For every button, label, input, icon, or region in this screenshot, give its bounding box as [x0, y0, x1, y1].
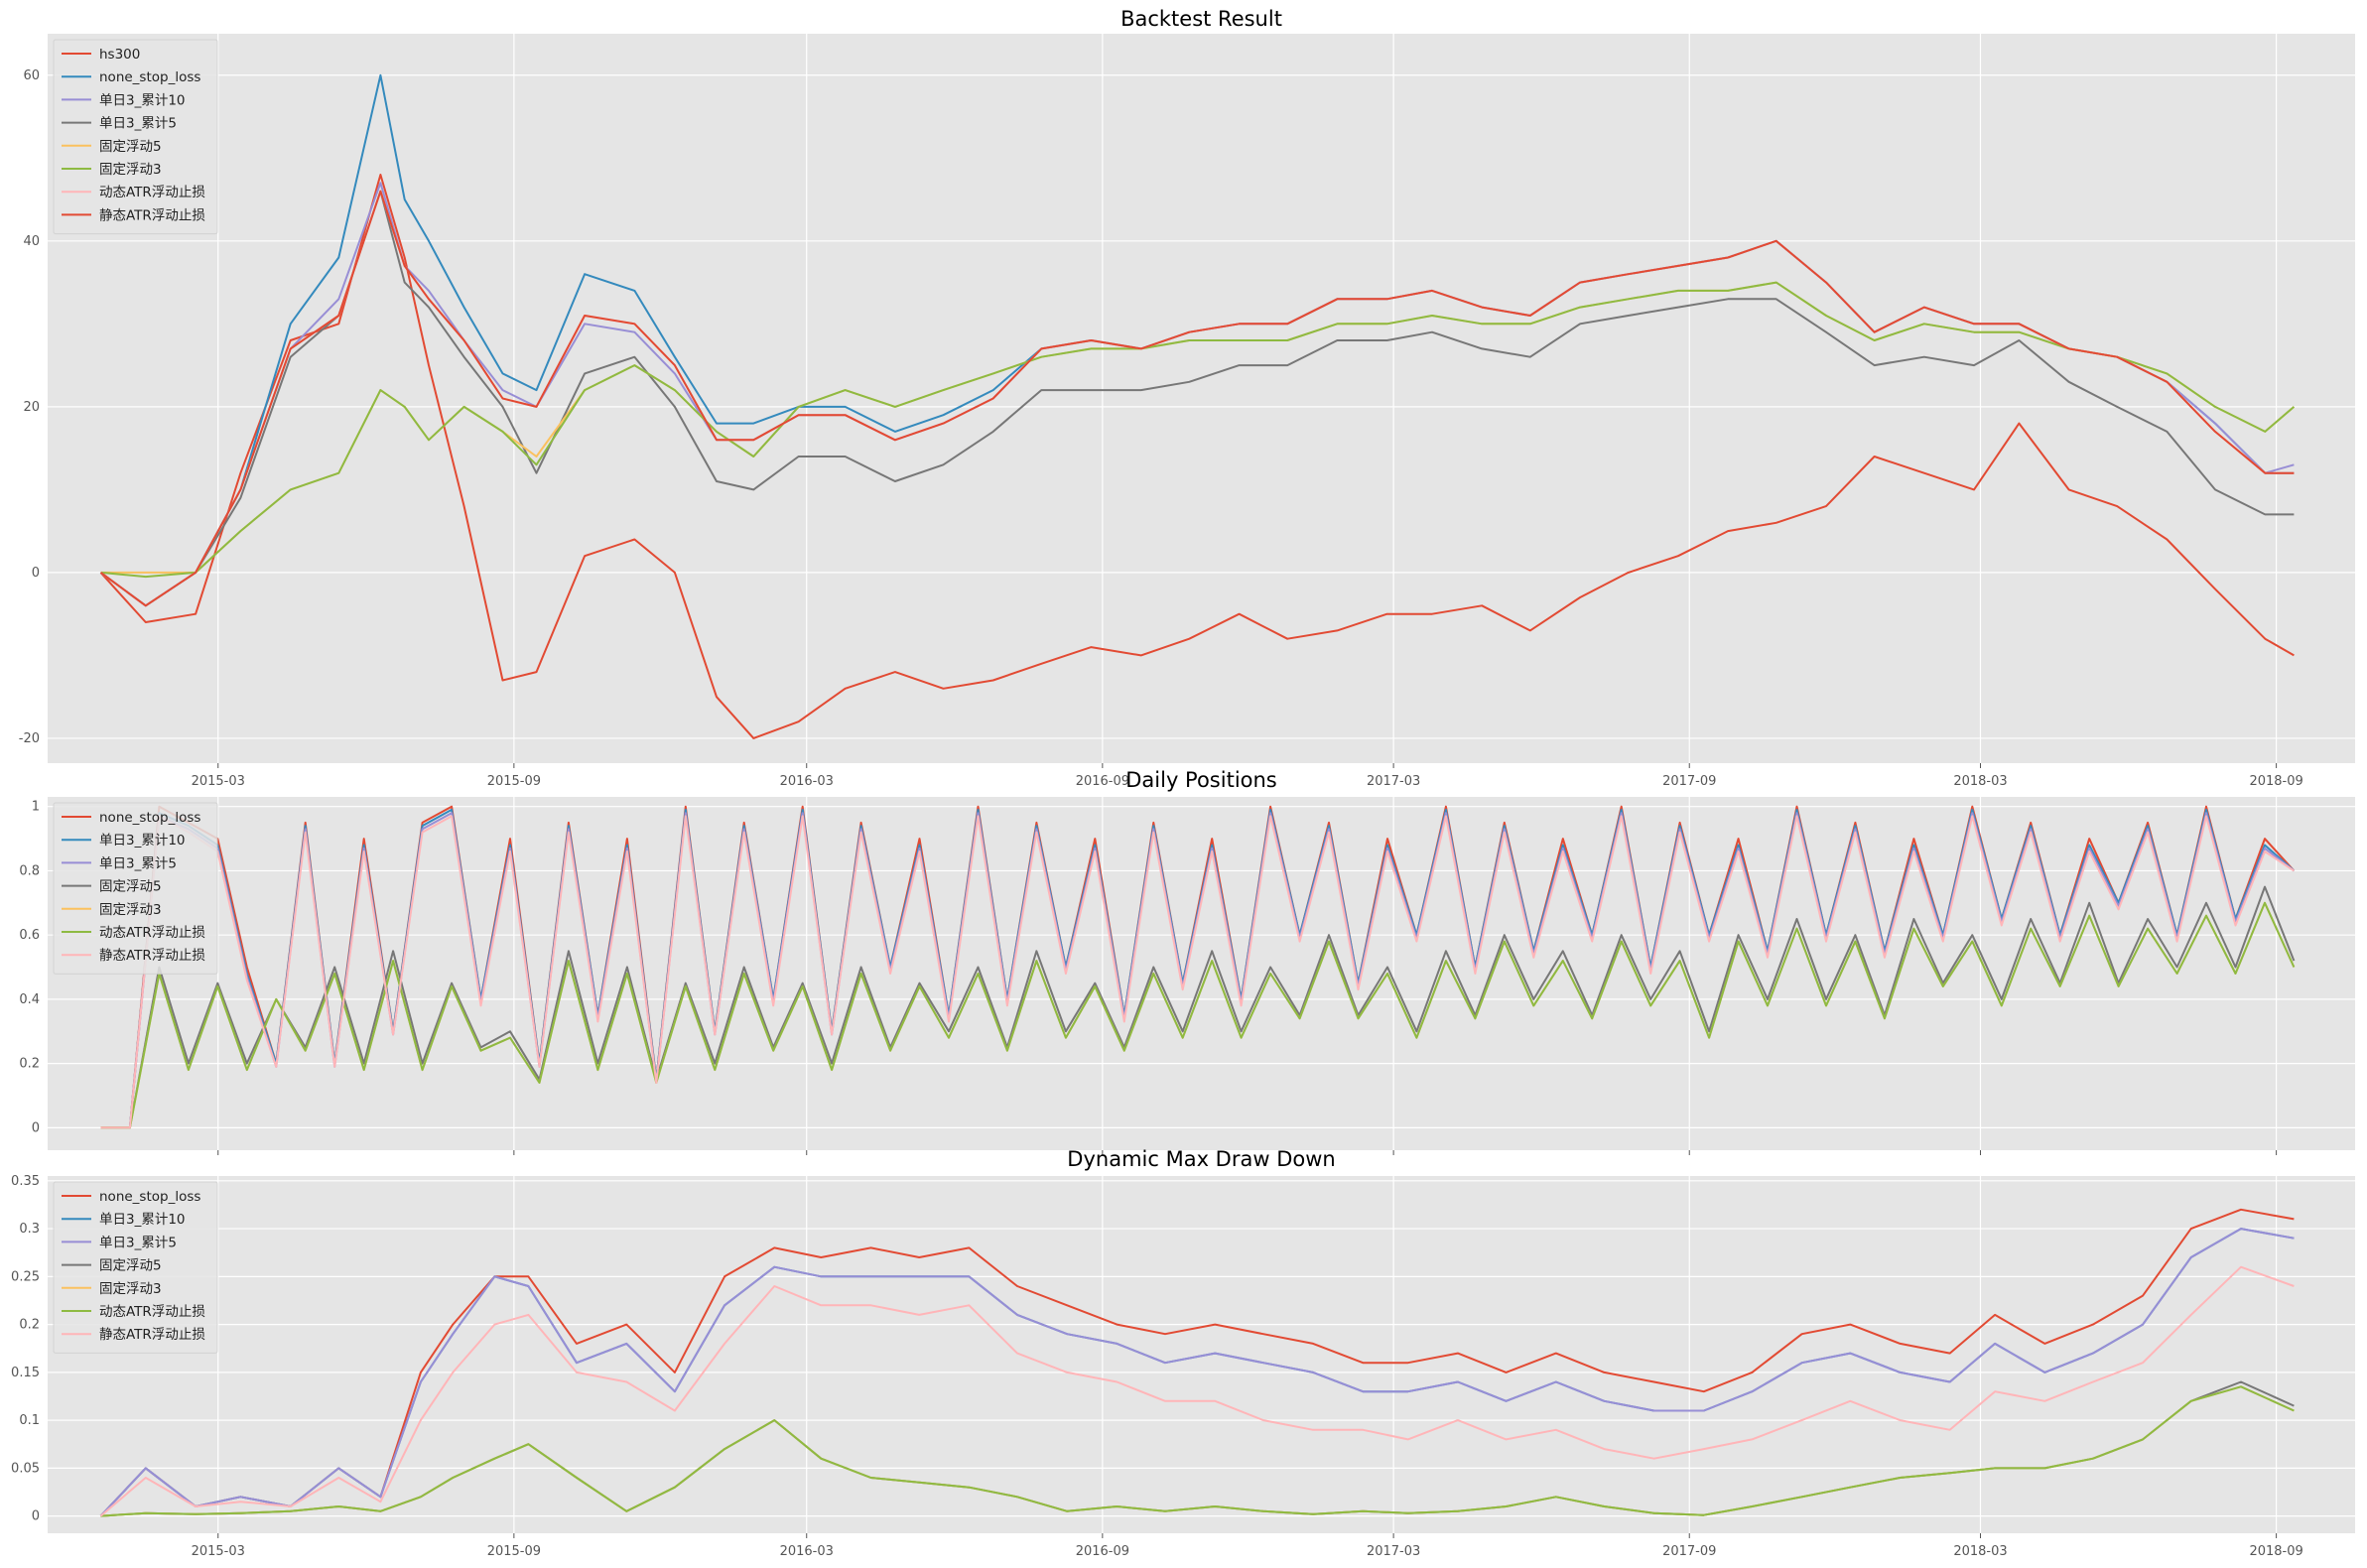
series-line-4 — [100, 885, 2296, 1129]
legend-entry: 动态ATR浮动止损 — [99, 185, 205, 200]
legend-entry: 单日3_累计10 — [99, 1212, 186, 1228]
y-tick-label: 0.4 — [19, 992, 40, 1007]
series-line-6 — [100, 1385, 2295, 1517]
y-tick-label: 0.3 — [19, 1222, 40, 1237]
y-tick-label: 0.35 — [11, 1174, 40, 1189]
legend-box — [53, 39, 218, 235]
legend-entry: 固定浮动5 — [99, 1258, 162, 1274]
legend-entry: 固定浮动3 — [99, 902, 162, 918]
chart-title: Dynamic Max Draw Down — [1067, 1147, 1335, 1171]
x-tick-label: 2015-03 — [192, 1544, 245, 1559]
x-tick-label: 2016-09 — [1076, 1544, 1129, 1559]
legend-entry: 单日3_累计10 — [99, 92, 186, 108]
plot-background — [48, 1176, 2355, 1533]
x-tick-label: 2017-03 — [1367, 774, 1420, 789]
series-line-1 — [99, 1208, 2295, 1517]
y-tick-label: 0 — [32, 1509, 40, 1524]
x-tick-label: 2017-03 — [1367, 1544, 1420, 1559]
y-tick-label: -20 — [19, 731, 40, 746]
series-line-7 — [99, 1265, 2295, 1517]
chart-title: Daily Positions — [1125, 768, 1277, 792]
x-tick-label: 2018-03 — [1953, 774, 2007, 789]
y-tick-label: 0 — [32, 566, 40, 581]
legend-entry: 动态ATR浮动止损 — [99, 1304, 205, 1320]
series-line-7 — [100, 815, 2295, 1129]
x-tick-label: 2018-09 — [2249, 1544, 2302, 1559]
y-tick-label: 0.8 — [19, 863, 40, 878]
y-tick-label: 0.25 — [11, 1269, 40, 1284]
x-tick-label: 2018-09 — [2249, 774, 2302, 789]
y-tick-label: 0 — [32, 1120, 40, 1135]
plot-background — [48, 797, 2355, 1150]
series-line-6 — [100, 901, 2296, 1129]
legend-entry: 单日3_累计5 — [99, 116, 177, 132]
legend-entry: 固定浮动3 — [99, 1281, 162, 1297]
legend-entry: 静态ATR浮动止损 — [99, 948, 205, 964]
y-tick-label: 0.6 — [19, 928, 40, 943]
x-tick-label: 2015-09 — [487, 774, 541, 789]
x-tick-label: 2016-09 — [1076, 774, 1129, 789]
x-tick-label: 2016-03 — [780, 774, 834, 789]
legend-entry: 单日3_累计10 — [99, 833, 186, 849]
legend-entry: 静态ATR浮动止损 — [99, 1327, 205, 1343]
chart-title: Backtest Result — [1120, 7, 1282, 31]
y-tick-label: 0.2 — [19, 1318, 40, 1333]
legend-entry: 动态ATR浮动止损 — [99, 925, 205, 941]
y-tick-label: 0.1 — [19, 1413, 40, 1428]
y-tick-label: 20 — [23, 400, 40, 415]
legend-entry: 固定浮动3 — [99, 162, 162, 178]
legend-entry: none_stop_loss — [99, 810, 200, 826]
x-tick-label: 2015-03 — [192, 774, 245, 789]
y-tick-label: 0.2 — [19, 1057, 40, 1072]
y-tick-label: 0.05 — [11, 1461, 40, 1476]
legend-entry: 固定浮动5 — [99, 139, 162, 155]
chart-panel-3: 0 0.05 0.1 0.15 0.2 0.25 0.3 0.35 2015-03 2015-09… — [11, 1147, 2355, 1559]
y-tick-label: 0.15 — [11, 1366, 40, 1380]
x-tick-label: 2016-03 — [780, 1544, 834, 1559]
x-tick-label: 2017-09 — [1662, 1544, 1716, 1559]
plot-background — [48, 34, 2355, 763]
x-tick-label: 2015-09 — [487, 1544, 541, 1559]
legend-entry: 静态ATR浮动止损 — [99, 207, 205, 223]
y-tick-label: 40 — [23, 234, 40, 249]
legend-entry: none_stop_loss — [99, 69, 200, 85]
legend-box — [53, 802, 218, 975]
y-tick-label: 60 — [23, 68, 40, 83]
x-tick-label: 2017-09 — [1662, 774, 1716, 789]
legend-entry: hs300 — [99, 47, 140, 63]
legend-entry: none_stop_loss — [99, 1189, 200, 1205]
series-line-8 — [99, 190, 2295, 607]
chart-panel-2: 0 0.2 0.4 0.6 0.8 1 none_stop_loss 单日3_累计10 单日3_… — [19, 768, 2355, 1155]
series-line-3 — [99, 1228, 2295, 1517]
legend-entry: 单日3_累计5 — [99, 855, 177, 871]
legend-box — [53, 1181, 218, 1354]
legend-entry: 固定浮动5 — [99, 879, 162, 895]
y-tick-label: 1 — [32, 800, 40, 815]
x-tick-label: 2018-03 — [1953, 1544, 2007, 1559]
legend-entry: 单日3_累计5 — [99, 1235, 177, 1250]
chart-panel-1: -20 0 20 40 60 2015-03 2015-09 2016-03 2016-09 20… — [19, 7, 2355, 789]
series-line-1 — [99, 174, 2295, 739]
series-line-4 — [99, 190, 2295, 607]
